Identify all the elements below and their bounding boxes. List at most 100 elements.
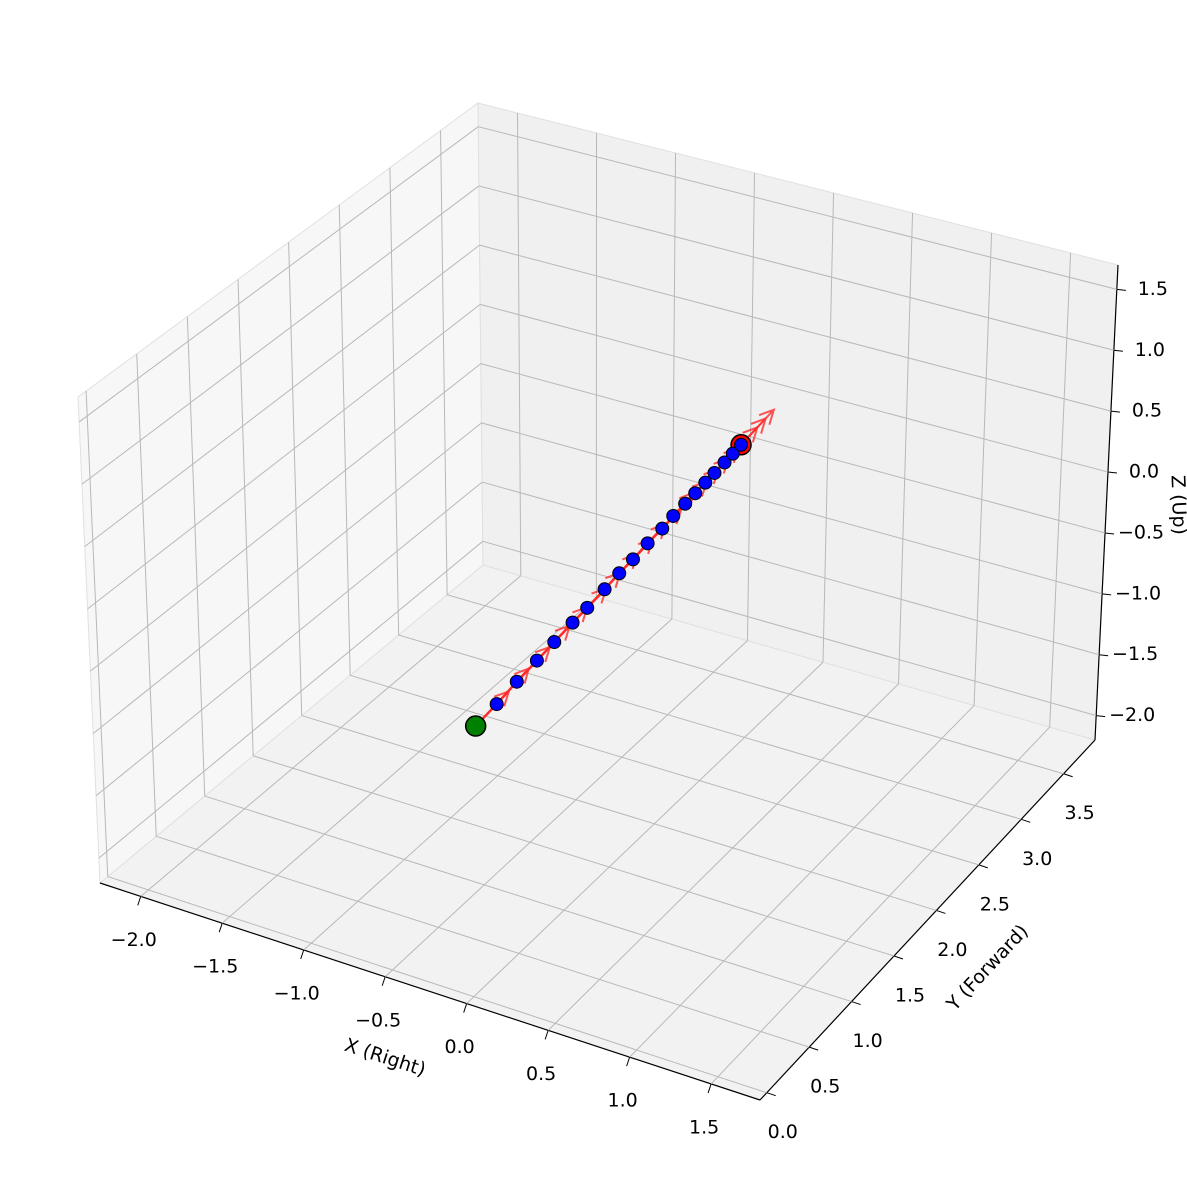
grid-line bbox=[466, 661, 824, 1004]
grid-line bbox=[90, 363, 482, 672]
y-tick-label: 2.0 bbox=[937, 939, 967, 961]
grid-line bbox=[156, 835, 810, 1048]
trajectory-point bbox=[509, 674, 524, 689]
z-axis-line bbox=[1094, 264, 1119, 741]
x-tick bbox=[544, 1030, 549, 1040]
z-tick-label: −0.5 bbox=[1118, 521, 1164, 543]
trajectory-point bbox=[655, 521, 670, 536]
trajectory-point bbox=[612, 566, 627, 581]
y-tick bbox=[809, 1046, 819, 1051]
y-tick bbox=[936, 909, 946, 914]
trajectory-point bbox=[725, 446, 740, 461]
z-tick bbox=[1096, 715, 1106, 718]
grid-line bbox=[478, 185, 1114, 351]
z-tick bbox=[1116, 288, 1126, 291]
y-axis-label: Y (Forward) bbox=[942, 920, 1033, 1015]
trajectory-point bbox=[698, 475, 713, 490]
z-tick-label: 0.0 bbox=[1129, 461, 1159, 483]
grid-line bbox=[87, 303, 481, 610]
grid-line bbox=[107, 876, 767, 1094]
grid-line bbox=[136, 353, 157, 837]
z-tick bbox=[1104, 532, 1115, 535]
z-tick-label: −1.0 bbox=[1115, 582, 1161, 604]
x-tick-label: −1.0 bbox=[274, 982, 320, 1004]
grid-line bbox=[253, 755, 895, 957]
y-axis-line bbox=[759, 739, 1096, 1101]
x-tick-label: −0.5 bbox=[355, 1009, 401, 1031]
y-tick bbox=[1063, 773, 1073, 778]
z-tick-label: −2.0 bbox=[1109, 704, 1155, 726]
x-tick bbox=[463, 1003, 468, 1013]
grid-line bbox=[338, 204, 351, 676]
y-tick-label: 3.5 bbox=[1065, 802, 1095, 824]
trajectory-point bbox=[547, 635, 562, 650]
y-tick-label: 2.5 bbox=[980, 893, 1010, 915]
grid-line bbox=[440, 130, 448, 595]
grid-line bbox=[92, 422, 482, 734]
x-tick-label: −1.5 bbox=[192, 956, 238, 978]
grid-line bbox=[186, 316, 206, 797]
x-axis-label: X (Right) bbox=[342, 1034, 429, 1081]
y-tick-label: 1.0 bbox=[852, 1030, 882, 1052]
grid-line bbox=[398, 634, 1022, 820]
trajectory-point bbox=[678, 496, 693, 511]
trajectory-point bbox=[640, 536, 655, 551]
z-tick-label: 0.5 bbox=[1132, 400, 1162, 422]
grid-line bbox=[822, 192, 835, 663]
trajectory-point bbox=[707, 465, 722, 480]
x-tick-label: 1.0 bbox=[608, 1090, 638, 1112]
x-axis-line bbox=[99, 882, 761, 1101]
grid-line bbox=[480, 363, 1106, 534]
z-axis-label: Z (Up) bbox=[1166, 475, 1187, 536]
x-tick-label: 0.5 bbox=[526, 1063, 556, 1085]
grid-line bbox=[81, 185, 480, 485]
z-tick bbox=[1107, 471, 1118, 474]
grid-line bbox=[350, 674, 979, 866]
grid-line bbox=[446, 594, 1064, 775]
grid-line bbox=[547, 683, 899, 1031]
z-tick bbox=[1099, 654, 1109, 657]
trajectory-point bbox=[580, 600, 595, 615]
trajectory-point bbox=[688, 486, 703, 501]
grid-line bbox=[204, 795, 852, 1003]
grid-line bbox=[746, 172, 756, 641]
x-tick-label: 1.5 bbox=[689, 1116, 719, 1138]
x-tick bbox=[300, 949, 305, 960]
x-tick-label: −2.0 bbox=[111, 929, 157, 951]
trajectory-point bbox=[565, 615, 580, 630]
y-tick bbox=[1021, 818, 1031, 823]
grid-line bbox=[671, 152, 677, 620]
grid-line bbox=[898, 212, 914, 684]
y-tick-label: 1.5 bbox=[895, 985, 925, 1007]
z-tick bbox=[1113, 349, 1123, 352]
grid-line bbox=[973, 232, 993, 706]
grid-line bbox=[480, 303, 1109, 473]
grid-line bbox=[84, 244, 480, 547]
grid-line bbox=[98, 540, 484, 859]
y-tick-label: 0.5 bbox=[810, 1076, 840, 1098]
grid-line bbox=[384, 640, 748, 978]
z-tick bbox=[1102, 593, 1112, 596]
grid-line bbox=[140, 575, 522, 897]
grid-line bbox=[301, 715, 937, 911]
grid-line bbox=[478, 126, 1117, 290]
trajectory-point bbox=[597, 582, 612, 597]
trajectory-point bbox=[489, 697, 504, 712]
x-tick bbox=[381, 976, 386, 986]
y-tick bbox=[766, 1092, 776, 1097]
y-tick-label: 3.0 bbox=[1022, 848, 1052, 870]
x-tick bbox=[137, 896, 142, 906]
grid-line bbox=[288, 242, 303, 716]
z-tick bbox=[1110, 410, 1120, 413]
x-tick bbox=[626, 1056, 631, 1067]
trajectory-point bbox=[529, 653, 544, 668]
y-tick bbox=[851, 1001, 861, 1006]
start-point bbox=[464, 715, 487, 737]
x-tick-label: 0.0 bbox=[445, 1036, 475, 1058]
y-tick-label: 0.0 bbox=[768, 1121, 798, 1143]
y-tick bbox=[893, 955, 904, 960]
trajectory-point bbox=[717, 455, 732, 470]
grid-line bbox=[85, 391, 109, 877]
z-tick-label: −1.5 bbox=[1112, 643, 1158, 665]
